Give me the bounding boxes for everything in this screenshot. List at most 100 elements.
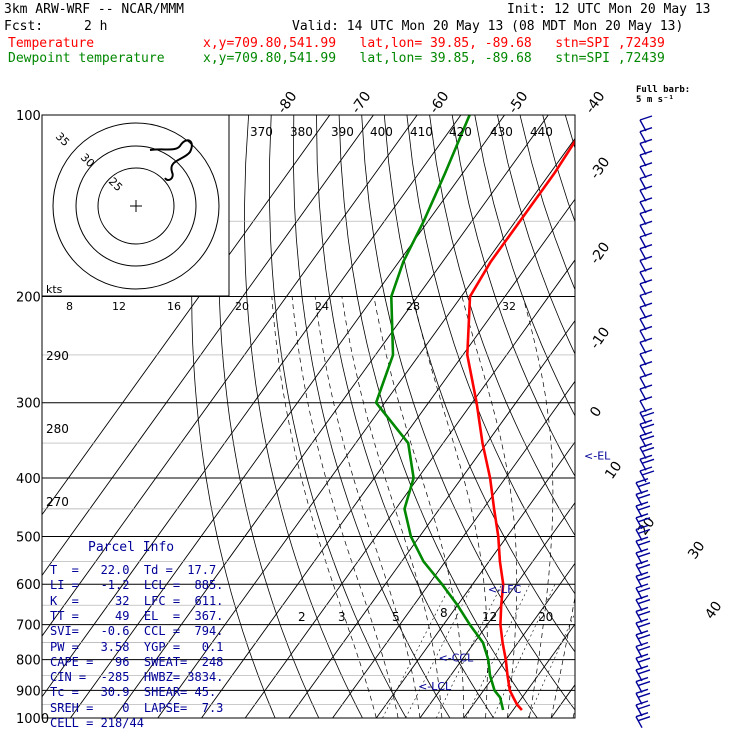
- hodograph-ring: [75, 145, 197, 267]
- parcel-info-row: Tc = 30.9 SHEAR= 45.: [50, 685, 217, 700]
- wind-barb: [639, 435, 647, 448]
- wind-barb-flag: [639, 244, 653, 250]
- wind-barb-flag: [639, 325, 653, 332]
- wind-barb-flag: [639, 372, 653, 379]
- hodograph-ring: [52, 122, 220, 290]
- speed-tick-label: 28: [406, 300, 420, 313]
- wind-barb-flag: [639, 431, 653, 437]
- dry-adiabat: [519, 115, 575, 291]
- parcel-info-title: Parcel Info: [88, 540, 175, 555]
- wind-barb: [639, 400, 647, 413]
- mixing-ratio-line: [527, 612, 575, 718]
- mixing-ratio-label: 5: [392, 610, 400, 624]
- wind-barb-flag: [639, 267, 653, 273]
- wind-barb-flag: [639, 396, 653, 402]
- isotherm: [419, 501, 575, 718]
- mixing-ratio-line: [436, 584, 503, 718]
- moist-adiabat: [595, 297, 706, 719]
- wind-barb: [635, 505, 643, 518]
- theta-label: 380: [290, 125, 313, 139]
- wind-barb-flag: [639, 454, 653, 460]
- wind-barb-flag: [637, 680, 651, 687]
- isotherm-label-top: -50: [505, 89, 531, 117]
- pressure-label: 900: [16, 684, 41, 699]
- speed-tick-label: 24: [315, 300, 329, 313]
- dry-adiabat: [338, 115, 538, 718]
- wind-barb: [639, 412, 647, 424]
- mixing-ratio-label: 3: [338, 610, 346, 624]
- plot-frame: [41, 114, 576, 719]
- wind-barb: [639, 447, 647, 459]
- dry-adiabat: [497, 115, 575, 355]
- wind-barb-flag: [639, 279, 653, 285]
- theta-label: 420: [449, 125, 472, 139]
- isotherm: [375, 441, 575, 718]
- isotherm: [507, 623, 575, 718]
- dry-adiabat: [588, 115, 740, 718]
- wind-barb-flag: [635, 536, 649, 542]
- isotherm-label-right: 0: [587, 404, 605, 420]
- wind-barb: [635, 646, 643, 658]
- dry-adiabat: [383, 115, 575, 653]
- wind-barb-flag: [639, 442, 653, 449]
- wind-barb: [639, 341, 647, 354]
- wind-barb-flag: [635, 676, 649, 683]
- wind-barb: [635, 681, 643, 693]
- wind-barb-flag: [639, 138, 653, 145]
- wind-barb: [635, 611, 643, 623]
- theta-label: 400: [370, 125, 393, 139]
- wind-barb-flag: [637, 563, 651, 570]
- pressure-label: 600: [16, 578, 41, 593]
- dry-adiabat: [474, 115, 575, 417]
- wind-barb-flag: [639, 115, 653, 121]
- wind-barb-flag: [637, 704, 651, 710]
- dry-adiabat: [678, 115, 740, 718]
- wind-barb-flag: [639, 255, 653, 262]
- wind-barb: [639, 119, 647, 132]
- isotherm: [42, 115, 374, 577]
- dry-adiabat: [656, 115, 740, 718]
- mixing-ratio-label: 12: [482, 610, 497, 624]
- wind-barb: [639, 236, 647, 249]
- isotherm-label-right: -20: [587, 239, 613, 267]
- wind-barb: [635, 564, 643, 576]
- isotherm-label-right: 40: [702, 599, 725, 623]
- wind-barb-flag: [637, 517, 651, 523]
- fcst-label: Fcst:: [4, 19, 44, 34]
- pressure-label: 100: [16, 109, 41, 124]
- wind-barb-flag: [635, 559, 649, 566]
- wind-barb-flag: [639, 361, 653, 367]
- wind-barb-flag: [637, 645, 651, 652]
- theta-label: 390: [331, 125, 354, 139]
- wind-barb: [639, 260, 647, 272]
- speed-tick-label: 16: [167, 300, 181, 313]
- isotherm: [244, 259, 575, 718]
- dry-adiabat: [406, 115, 575, 595]
- wind-barb: [635, 482, 643, 495]
- wind-barb: [639, 388, 647, 401]
- pressure-label: 300: [16, 397, 41, 412]
- wind-barb-flag: [639, 197, 653, 203]
- pressure-label: 400: [16, 472, 41, 487]
- wind-barb: [635, 704, 643, 717]
- wind-barb-flag: [639, 337, 653, 343]
- wind-barb-flag: [637, 482, 651, 488]
- dry-adiabat: [316, 115, 494, 718]
- isotherm: [595, 115, 740, 718]
- wind-barb-flag: [635, 641, 649, 648]
- wind-barb: [635, 669, 643, 682]
- hodograph-speed-label: kts: [46, 283, 63, 296]
- parcel-level-label: <-LCL: [418, 680, 452, 693]
- mixing-ratio-label: 2: [298, 610, 306, 624]
- wind-barb-flag: [641, 458, 655, 464]
- mixing-ratio-label: 20: [538, 610, 553, 624]
- wind-barb: [635, 692, 643, 705]
- dry-adiabat: [701, 115, 740, 718]
- isotherm: [288, 319, 575, 718]
- moist-adiabat: [373, 296, 465, 718]
- wind-barb-flag: [635, 524, 649, 531]
- wind-barb: [639, 271, 647, 284]
- pressure-label: 200: [16, 291, 41, 306]
- wind-barb-flag: [637, 634, 651, 640]
- temperature-profile: [466, 138, 575, 711]
